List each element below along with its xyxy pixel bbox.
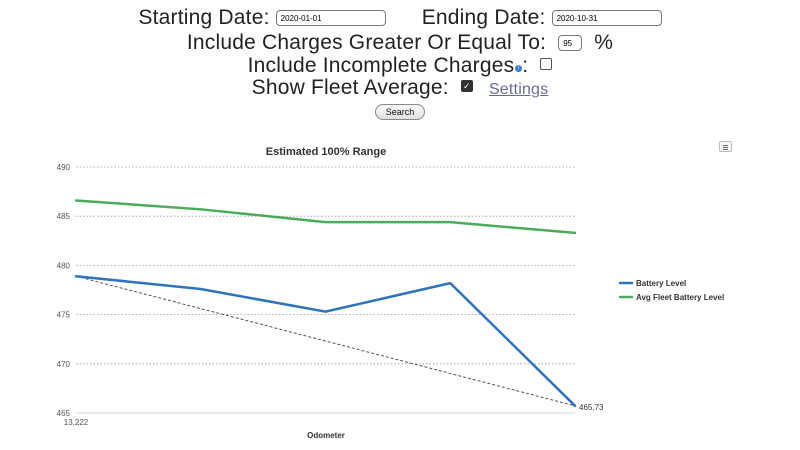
incomplete-charges-checkbox[interactable] bbox=[540, 58, 552, 70]
legend-item: Avg Fleet Battery Level bbox=[636, 293, 724, 302]
charges-threshold-label: Include Charges Greater Or Equal To: bbox=[187, 31, 546, 54]
fleet-average-label: Show Fleet Average: bbox=[252, 76, 449, 99]
incomplete-charges-label: Include Incomplete Charges bbox=[248, 54, 515, 77]
y-tick-label: 480 bbox=[57, 261, 71, 270]
settings-link[interactable]: Settings bbox=[489, 81, 548, 98]
y-tick-label: 490 bbox=[57, 163, 71, 172]
y-tick-label: 485 bbox=[57, 212, 71, 221]
starting-date-input[interactable] bbox=[276, 10, 386, 26]
search-row: Search bbox=[0, 102, 800, 120]
range-chart: Estimated 100% Range 465 470 475 480 485 490 13… bbox=[0, 130, 800, 450]
fleet-average-row: Show Fleet Average: ✓ Settings bbox=[0, 76, 800, 100]
data-label: 465.73 bbox=[579, 403, 604, 412]
incomplete-charges-colon: : bbox=[522, 54, 528, 77]
date-range-row: Starting Date: Ending Date: bbox=[0, 6, 800, 30]
x-tick-label: 13,222 bbox=[64, 418, 89, 427]
y-tick-label: 470 bbox=[57, 360, 71, 369]
fleet-average-checkbox[interactable]: ✓ bbox=[461, 80, 473, 92]
chart-menu-button[interactable] bbox=[719, 141, 732, 152]
y-tick-label: 465 bbox=[57, 409, 71, 418]
y-tick-label: 475 bbox=[57, 311, 71, 320]
trendline bbox=[76, 276, 575, 406]
series-line-2 bbox=[76, 200, 575, 232]
chart-title: Estimated 100% Range bbox=[266, 146, 386, 158]
incomplete-charges-row: Include Incomplete Charges i: bbox=[0, 54, 800, 78]
legend-item: Battery Level bbox=[636, 279, 686, 288]
charges-threshold-row: Include Charges Greater Or Equal To: % bbox=[0, 31, 800, 55]
search-button[interactable]: Search bbox=[375, 104, 426, 120]
ending-date-label: Ending Date: bbox=[422, 6, 546, 29]
charges-threshold-input[interactable] bbox=[558, 35, 582, 51]
charges-threshold-unit: % bbox=[594, 31, 613, 54]
ending-date-input[interactable] bbox=[552, 10, 662, 26]
starting-date-label: Starting Date: bbox=[138, 6, 269, 29]
x-axis-title: Odometer bbox=[307, 431, 345, 440]
